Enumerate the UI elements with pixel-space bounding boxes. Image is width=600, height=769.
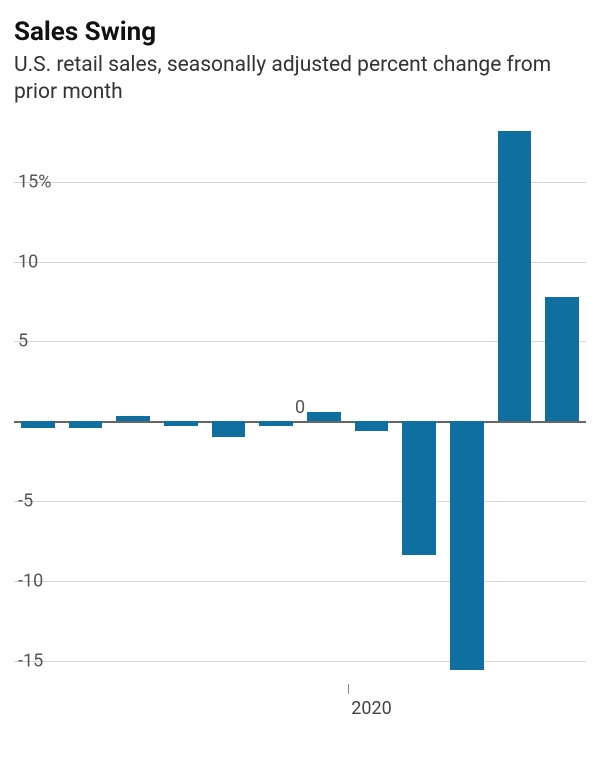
bar xyxy=(355,421,388,431)
bar xyxy=(69,421,102,427)
x-axis-tick xyxy=(348,684,349,694)
bar xyxy=(498,131,531,421)
bar xyxy=(402,421,435,555)
bar xyxy=(259,421,292,426)
bars-layer xyxy=(14,124,586,684)
bar xyxy=(450,421,483,670)
bar xyxy=(21,421,54,427)
bar xyxy=(116,416,149,421)
bar xyxy=(545,297,578,421)
chart-container: Sales Swing U.S. retail sales, seasonall… xyxy=(0,0,600,769)
plot-area: -15-10-5051015%2020 xyxy=(14,124,586,684)
x-axis-label: 2020 xyxy=(351,698,391,719)
bar xyxy=(307,412,340,422)
bar xyxy=(212,421,245,437)
bar xyxy=(164,421,197,426)
chart-title: Sales Swing xyxy=(14,18,586,48)
chart-subtitle: U.S. retail sales, seasonally adjusted p… xyxy=(14,52,586,107)
